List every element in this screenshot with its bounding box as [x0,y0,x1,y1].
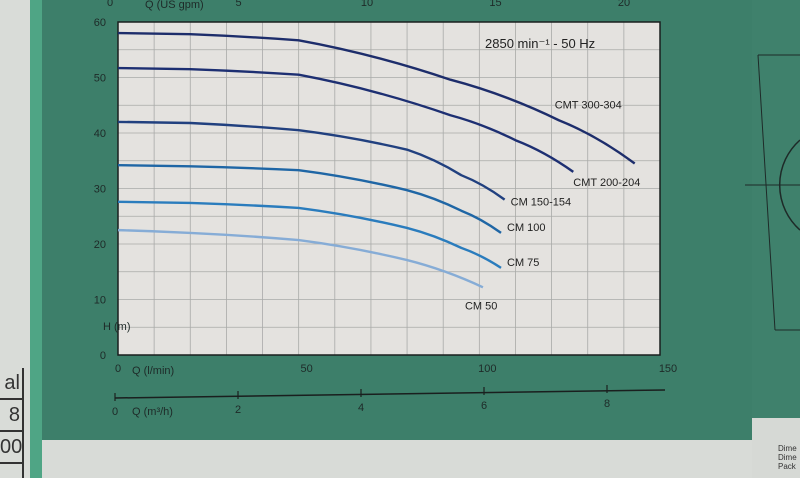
table-cell: 00 [0,432,22,464]
top-x-tick-label: 20 [618,0,630,9]
table-cell: 8 [0,400,22,432]
y-tick-label: 50 [94,73,106,85]
series-label: CM 100 [507,222,546,234]
left-table: al 8 00 [0,368,24,478]
series-line-cm-75 [117,200,502,269]
x-tick-label: 0 [115,363,121,375]
series-label: CMT 200-204 [573,177,640,189]
page-spine [30,0,42,478]
y-tick-label: 30 [94,184,106,196]
page-bottom [42,440,752,478]
top-x-tick-label: 5 [235,0,241,9]
x-tick-label: 50 [301,363,313,375]
top-x-tick-label: 15 [489,0,501,9]
series-line-cm-50 [117,228,484,289]
x-tick-label: 150 [659,363,677,375]
footer-line: Dime [778,444,797,453]
series-line-cm-150-154 [117,120,506,201]
series-line-cmt-200-204 [117,66,574,173]
series-label: CMT 300-304 [555,100,622,112]
x-axis-top-label: Q (US gpm) [145,0,204,11]
secondary-x-tick-label: 6 [481,400,487,412]
series-line-cm-100 [117,163,502,234]
secondary-x-axis [114,389,666,399]
table-cell: al [0,368,22,400]
footer-line: Pack [778,462,796,471]
series-label: CM 75 [507,257,539,269]
y-tick-label: 60 [94,17,106,29]
y-tick-label: 10 [94,295,106,307]
right-footer: Dime Dime Pack [752,418,800,478]
series-label: CM 50 [465,300,497,312]
secondary-x-tick-label: 0 [112,406,118,418]
y-tick-label: 40 [94,128,106,140]
series-line-cmt-300-304 [117,31,636,165]
y-axis-label: H (m) [103,321,131,333]
top-x-tick-label: 0 [107,0,113,9]
x-tick-label: 100 [478,363,496,375]
secondary-x-tick-label: 4 [358,402,364,414]
y-tick-label: 0 [100,350,106,362]
grid [118,22,660,355]
y-tick-label: 20 [94,239,106,251]
x-axis-label: Q (l/min) [132,365,174,377]
top-x-tick-label: 10 [361,0,373,9]
x-axis-secondary-label: Q (m³/h) [132,406,173,418]
footer-line: Dime [778,453,797,462]
secondary-x-tick-label: 8 [604,398,610,410]
speed-annotation: 2850 min⁻¹ - 50 Hz [485,36,595,51]
secondary-x-tick-label: 2 [235,404,241,416]
plot-border [117,21,661,356]
pump-drawing [745,54,800,331]
series-label: CM 150-154 [511,197,572,209]
